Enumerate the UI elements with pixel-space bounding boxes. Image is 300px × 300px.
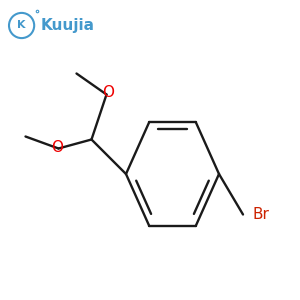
Text: Br: Br xyxy=(252,207,269,222)
Text: K: K xyxy=(17,20,26,31)
Text: O: O xyxy=(51,140,63,154)
Text: Kuujia: Kuujia xyxy=(40,18,94,33)
Text: O: O xyxy=(102,85,114,100)
